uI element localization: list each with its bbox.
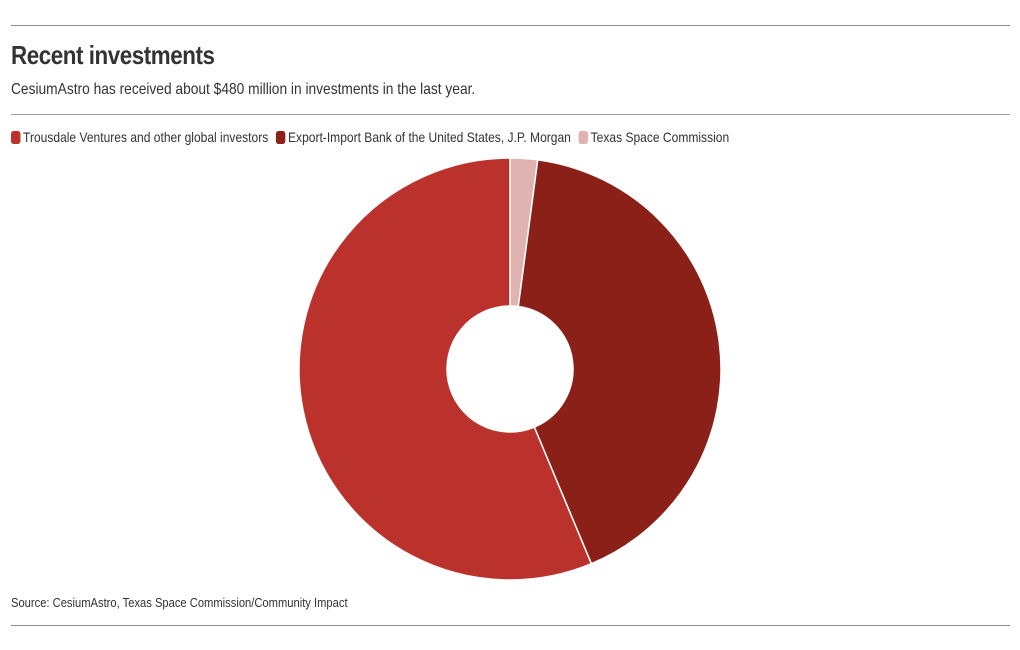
donut-slice <box>509 157 539 308</box>
top-rule <box>11 25 1010 26</box>
chart-subtitle: CesiumAstro has received about $480 mill… <box>11 81 476 98</box>
legend-swatch <box>275 130 286 144</box>
legend-label: Trousdale Ventures and other global inve… <box>23 129 269 145</box>
chart-title: Recent investments <box>11 40 215 70</box>
bottom-rule <box>11 625 1010 626</box>
source-note: Source: CesiumAstro, Texas Space Commiss… <box>11 595 348 610</box>
legend-label: Export-Import Bank of the United States,… <box>288 129 571 145</box>
legend-item: Trousdale Ventures and other global inve… <box>11 129 268 145</box>
legend-swatch <box>11 130 21 144</box>
legend-item: Texas Space Commission <box>578 129 730 145</box>
legend-item: Export-Import Bank of the United States,… <box>275 129 571 145</box>
donut-slice <box>298 157 593 581</box>
legend-swatch <box>578 130 589 144</box>
legend-label: Texas Space Commission <box>590 129 730 145</box>
header-rule <box>11 114 1010 115</box>
donut-slices <box>298 157 722 581</box>
chart-legend: Trousdale Ventures and other global inve… <box>11 129 737 145</box>
donut-slice <box>517 158 722 565</box>
